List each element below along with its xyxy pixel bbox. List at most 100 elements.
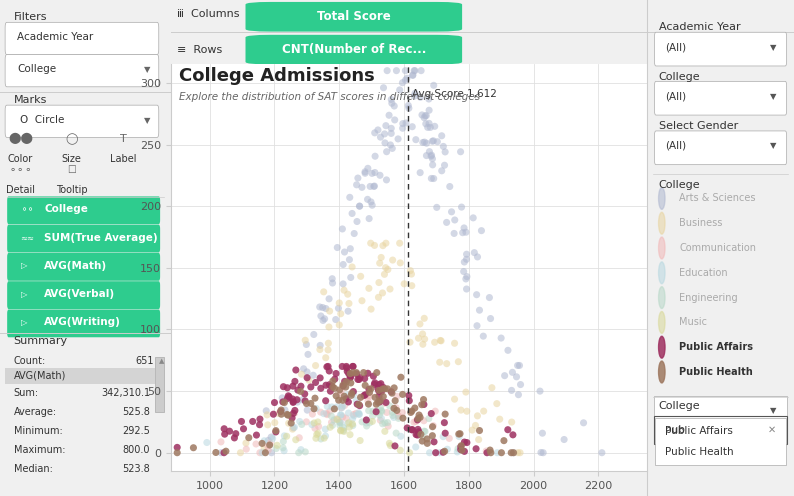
- Point: [377, 84, 390, 92]
- Point: [344, 373, 357, 381]
- Point: [256, 439, 268, 447]
- Point: [461, 285, 473, 293]
- Point: [449, 216, 461, 224]
- Point: [452, 358, 464, 366]
- Point: [300, 341, 313, 349]
- Point: [295, 387, 307, 395]
- Point: [398, 280, 410, 288]
- Point: [515, 380, 527, 388]
- Point: [359, 168, 372, 176]
- Text: College: College: [659, 401, 700, 411]
- Point: [534, 448, 547, 456]
- Point: [388, 116, 401, 124]
- Point: [390, 404, 403, 412]
- Text: ▷: ▷: [21, 261, 27, 270]
- Point: [351, 218, 364, 226]
- Point: [338, 248, 351, 256]
- Point: [333, 321, 345, 329]
- Point: [353, 373, 366, 381]
- Point: [312, 429, 325, 437]
- Point: [418, 427, 430, 435]
- Point: [344, 370, 357, 377]
- Point: [314, 303, 326, 311]
- Point: [340, 414, 353, 422]
- Point: [416, 437, 429, 445]
- Point: [374, 133, 387, 141]
- Point: [201, 438, 214, 446]
- Point: [537, 449, 549, 457]
- Point: [418, 417, 430, 425]
- Point: [499, 372, 511, 379]
- Point: [401, 424, 414, 432]
- Point: [325, 412, 337, 420]
- Point: [359, 169, 372, 177]
- Point: [302, 350, 314, 358]
- Point: [505, 386, 518, 394]
- Point: [410, 431, 422, 438]
- Point: [350, 181, 363, 189]
- Point: [322, 363, 334, 371]
- Point: [420, 139, 433, 147]
- Point: [514, 449, 526, 457]
- Point: [301, 374, 314, 382]
- Text: 800.0: 800.0: [123, 445, 150, 455]
- Point: [468, 248, 480, 256]
- Point: [419, 120, 432, 128]
- Text: Business: Business: [680, 218, 723, 228]
- Point: [454, 445, 467, 453]
- Text: 523.8: 523.8: [122, 464, 150, 474]
- Point: [406, 426, 418, 434]
- Point: [281, 384, 294, 392]
- Text: AVG(Verbal): AVG(Verbal): [44, 289, 115, 299]
- Text: Public Affairs: Public Affairs: [680, 342, 754, 352]
- Point: [379, 428, 391, 435]
- Point: [345, 379, 357, 387]
- Point: [368, 380, 381, 388]
- Point: [253, 449, 266, 457]
- Point: [376, 396, 388, 404]
- Point: [320, 381, 333, 389]
- Point: [493, 415, 506, 423]
- Point: [288, 407, 301, 415]
- Point: [403, 338, 416, 346]
- Point: [291, 396, 303, 404]
- Point: [384, 285, 396, 293]
- Point: [405, 270, 418, 278]
- Text: 651: 651: [135, 356, 154, 366]
- FancyBboxPatch shape: [7, 196, 160, 224]
- Point: [326, 383, 339, 391]
- Point: [347, 369, 360, 376]
- Point: [396, 79, 409, 87]
- Point: [386, 99, 399, 107]
- Point: [346, 363, 359, 371]
- Point: [309, 378, 322, 386]
- Text: Total Score: Total Score: [317, 10, 391, 23]
- Point: [471, 412, 484, 420]
- Point: [379, 385, 391, 393]
- Text: Education: Education: [680, 268, 728, 278]
- Point: [269, 427, 282, 434]
- Point: [379, 139, 391, 147]
- Point: [577, 419, 590, 427]
- Point: [328, 416, 341, 424]
- Circle shape: [658, 187, 665, 209]
- Point: [323, 380, 336, 388]
- Point: [385, 124, 398, 132]
- Point: [448, 230, 461, 238]
- Point: [460, 228, 472, 236]
- Point: [414, 414, 426, 422]
- Text: College: College: [17, 64, 56, 74]
- Point: [349, 409, 362, 417]
- Point: [368, 129, 381, 137]
- Point: [441, 360, 453, 368]
- Point: [318, 315, 331, 323]
- FancyBboxPatch shape: [654, 131, 787, 165]
- Point: [299, 390, 311, 398]
- Point: [362, 400, 375, 408]
- Text: College: College: [659, 72, 700, 82]
- FancyBboxPatch shape: [654, 81, 787, 115]
- Point: [310, 434, 322, 442]
- Point: [326, 403, 338, 411]
- Point: [409, 89, 422, 97]
- Point: [337, 427, 349, 434]
